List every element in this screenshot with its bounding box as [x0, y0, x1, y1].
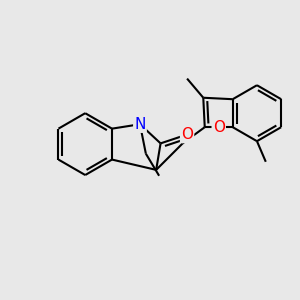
Text: N: N [134, 117, 146, 132]
Text: O: O [181, 127, 193, 142]
Text: O: O [213, 120, 225, 135]
